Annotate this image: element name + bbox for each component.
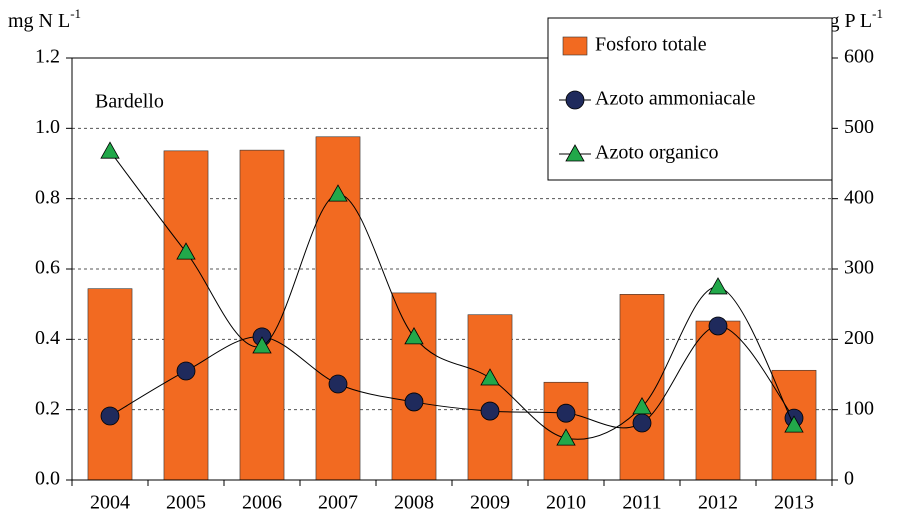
triangle-marker xyxy=(708,277,728,295)
bar xyxy=(239,149,285,481)
plot-frame xyxy=(71,57,833,481)
triangle-marker xyxy=(556,428,576,446)
x-tick-label: 2007 xyxy=(318,492,358,514)
y-tick-label: 0.4 xyxy=(35,327,60,349)
y-tick-label: 0.2 xyxy=(35,397,60,419)
legend-swatch xyxy=(562,36,588,56)
legend-label: Fosforo totale xyxy=(595,34,707,56)
line xyxy=(109,150,795,440)
x-tick-label: 2012 xyxy=(698,492,738,514)
circle-marker xyxy=(556,403,576,423)
bar xyxy=(163,150,209,481)
circle-marker xyxy=(328,374,348,394)
bar xyxy=(619,294,665,481)
y2-tick-label: 500 xyxy=(844,116,874,138)
y-axis-label-text: mg N L xyxy=(8,10,70,32)
x-tick-label: 2013 xyxy=(774,492,814,514)
triangle-marker xyxy=(328,184,348,202)
bar xyxy=(87,288,133,481)
x-tick-label: 2008 xyxy=(394,492,434,514)
y2-tick-label: 300 xyxy=(844,257,874,279)
x-tick-label: 2009 xyxy=(470,492,510,514)
circle-marker xyxy=(100,406,120,426)
bar xyxy=(695,320,741,481)
triangle-marker xyxy=(252,336,272,354)
bar xyxy=(467,314,513,481)
y-tick-label: 0.8 xyxy=(35,186,60,208)
legend-marker xyxy=(565,144,585,162)
triangle-marker xyxy=(784,415,804,433)
triangle-marker xyxy=(480,368,500,386)
x-tick-label: 2010 xyxy=(546,492,586,514)
y2-tick-label: 100 xyxy=(844,397,874,419)
circle-marker xyxy=(708,316,728,336)
triangle-marker xyxy=(176,242,196,260)
y2-tick-label: 200 xyxy=(844,327,874,349)
annotation: Bardello xyxy=(95,91,164,113)
x-tick-label: 2005 xyxy=(166,492,206,514)
y2-tick-label: 400 xyxy=(844,186,874,208)
circle-marker xyxy=(632,413,652,433)
circle-marker xyxy=(480,401,500,421)
y2-tick-label: 600 xyxy=(844,46,874,68)
x-tick-label: 2006 xyxy=(242,492,282,514)
triangle-marker xyxy=(632,397,652,415)
y-axis-label: mg N L-1 xyxy=(8,6,81,32)
y-tick-label: 0.0 xyxy=(35,468,60,490)
y-tick-label: 0.6 xyxy=(35,257,60,279)
x-tick-label: 2004 xyxy=(90,492,130,514)
circle-marker xyxy=(176,361,196,381)
triangle-marker xyxy=(100,141,120,159)
y2-tick-label: 0 xyxy=(844,468,854,490)
bar xyxy=(391,292,437,481)
legend-label: Azoto organico xyxy=(595,142,719,164)
line xyxy=(109,325,795,429)
triangle-marker xyxy=(404,327,424,345)
y-tick-label: 1.2 xyxy=(35,46,60,68)
x-tick-label: 2011 xyxy=(622,492,661,514)
y-tick-label: 1.0 xyxy=(35,116,60,138)
y2-axis-label-sup: -1 xyxy=(872,6,883,21)
y-axis-label-sup: -1 xyxy=(70,6,81,21)
legend-marker xyxy=(565,90,585,110)
circle-marker xyxy=(404,392,424,412)
legend-box xyxy=(547,17,833,181)
legend-label: Azoto ammoniacale xyxy=(595,88,756,110)
